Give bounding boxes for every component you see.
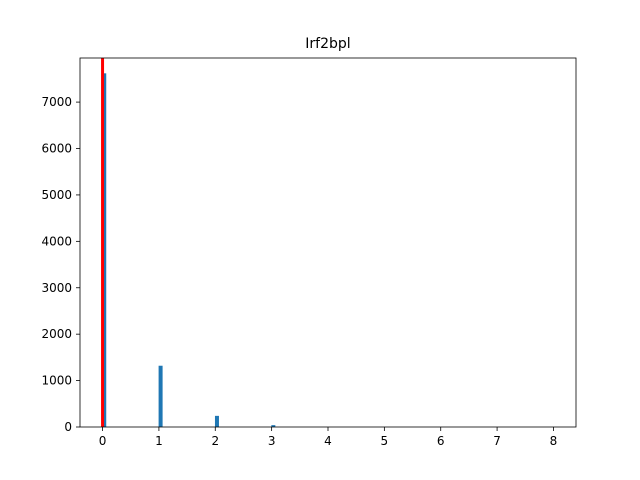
y-tick-label: 4000 <box>41 234 72 248</box>
x-tick-label: 1 <box>155 434 163 448</box>
x-tick-label: 6 <box>437 434 445 448</box>
y-tick-label: 2000 <box>41 327 72 341</box>
y-tick-label: 6000 <box>41 142 72 156</box>
histogram-bar <box>102 73 107 427</box>
x-tick-label: 0 <box>99 434 107 448</box>
histogram-bar <box>271 425 276 427</box>
x-tick-label: 7 <box>493 434 501 448</box>
y-tick-label: 1000 <box>41 374 72 388</box>
chart-title: Irf2bpl <box>305 36 350 52</box>
x-tick-label: 2 <box>211 434 219 448</box>
y-axis-ticks: 0 1000 2000 3000 4000 5000 6000 7000 <box>41 95 80 434</box>
x-tick-label: 4 <box>324 434 332 448</box>
x-tick-label: 3 <box>268 434 276 448</box>
y-tick-label: 0 <box>64 420 72 434</box>
y-tick-label: 3000 <box>41 281 72 295</box>
bars-layer <box>102 73 276 427</box>
y-tick-label: 7000 <box>41 95 72 109</box>
plot-frame <box>79 57 577 428</box>
histogram-bar <box>158 365 163 427</box>
x-axis-ticks: 0 1 2 3 4 5 6 7 8 <box>99 427 558 448</box>
x-tick-label: 5 <box>381 434 389 448</box>
y-tick-label: 5000 <box>41 188 72 202</box>
x-tick-label: 8 <box>550 434 558 448</box>
histogram-bar <box>214 415 219 427</box>
